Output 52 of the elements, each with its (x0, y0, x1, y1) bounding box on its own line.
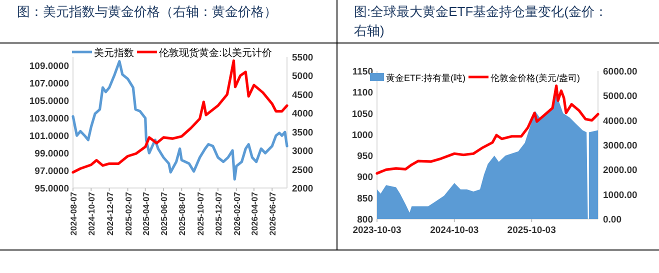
y2-tick-label: 6000.00 (603, 66, 638, 78)
x-tick-label: 2026-04-07 (249, 192, 260, 236)
x-tick-label: 2024-12-07 (104, 192, 115, 236)
y-tick-label: 950 (357, 151, 373, 162)
legend-label: 伦敦金价格(美元/盎司) (490, 73, 580, 83)
y2-tick-label: 5000.00 (603, 91, 638, 102)
x-tick-label: 2025-12-07 (213, 192, 224, 236)
y-tick-label: 99.0000 (34, 148, 69, 160)
y2-tick-label: 3000.00 (603, 140, 638, 152)
chart-title: 图:全球最大黄金ETF基金持仓量变化(金价：右轴) (354, 4, 608, 38)
x-tick-label: 2026-02-07 (232, 192, 242, 236)
y-tick-label: 103.0000 (29, 114, 69, 125)
y2-tick-label: 5000 (292, 71, 314, 82)
y-tick-label: 105.0000 (29, 96, 69, 108)
y-tick-label: 850 (357, 193, 373, 204)
x-tick-label: 2026-06-07 (268, 192, 278, 236)
x-tick-label: 2025-10-07 (195, 192, 206, 236)
y2-tick-label: 1000.00 (603, 190, 638, 201)
legend-label: 美元指数 (94, 47, 134, 59)
y2-tick-label: 2000.00 (603, 165, 638, 176)
x-tick-label: 2024-10-03 (430, 225, 479, 236)
x-tick-label: 2024-08-07 (68, 192, 78, 236)
x-tick-label: 2025-08-07 (177, 192, 188, 236)
y-tick-label: 109.0000 (29, 61, 69, 72)
y-tick-label: 1000 (352, 130, 373, 141)
x-tick-label: 2024-10-07 (86, 192, 97, 236)
y2-tick-label: 2000 (292, 184, 314, 194)
y-tick-label: 1150 (352, 66, 373, 78)
x-tick-label: 2025-10-03 (507, 225, 556, 236)
y-tick-label: 101.0000 (29, 131, 69, 142)
legend-label: 伦敦现货黄金:以美元计价 (159, 47, 272, 59)
y2-tick-label: 3000 (292, 146, 314, 158)
y-tick-label: 1050 (352, 108, 373, 120)
x-tick-label: 2023-10-03 (352, 225, 402, 236)
y2-tick-label: 2500 (292, 164, 314, 176)
y2-tick-label: 4000 (292, 108, 314, 120)
x-tick-label: 2025-04-07 (140, 192, 151, 236)
y2-tick-label: 0.00 (603, 214, 622, 226)
legend-label: 黄金ETF:持有量(吨) (386, 73, 466, 83)
x-tick-label: 2025-02-07 (123, 192, 134, 236)
y-tick-label: 107.0000 (29, 78, 69, 90)
x-tick-label: 2025-06-07 (158, 192, 169, 236)
y-tick-label: 1100 (352, 88, 373, 99)
y-tick-label: 900 (357, 172, 373, 184)
y2-tick-label: 4500 (292, 90, 314, 101)
y2-tick-label: 5500 (292, 52, 314, 64)
y-tick-label: 800 (357, 214, 373, 226)
y-tick-label: 97.0000 (34, 166, 69, 178)
y2-tick-label: 4000.00 (603, 116, 638, 127)
y2-tick-label: 3500 (292, 127, 314, 138)
chart-title: 图：美元指数与黄金价格（右轴：黄金价格） (17, 4, 277, 19)
y-tick-label: 95.0000 (34, 184, 69, 194)
